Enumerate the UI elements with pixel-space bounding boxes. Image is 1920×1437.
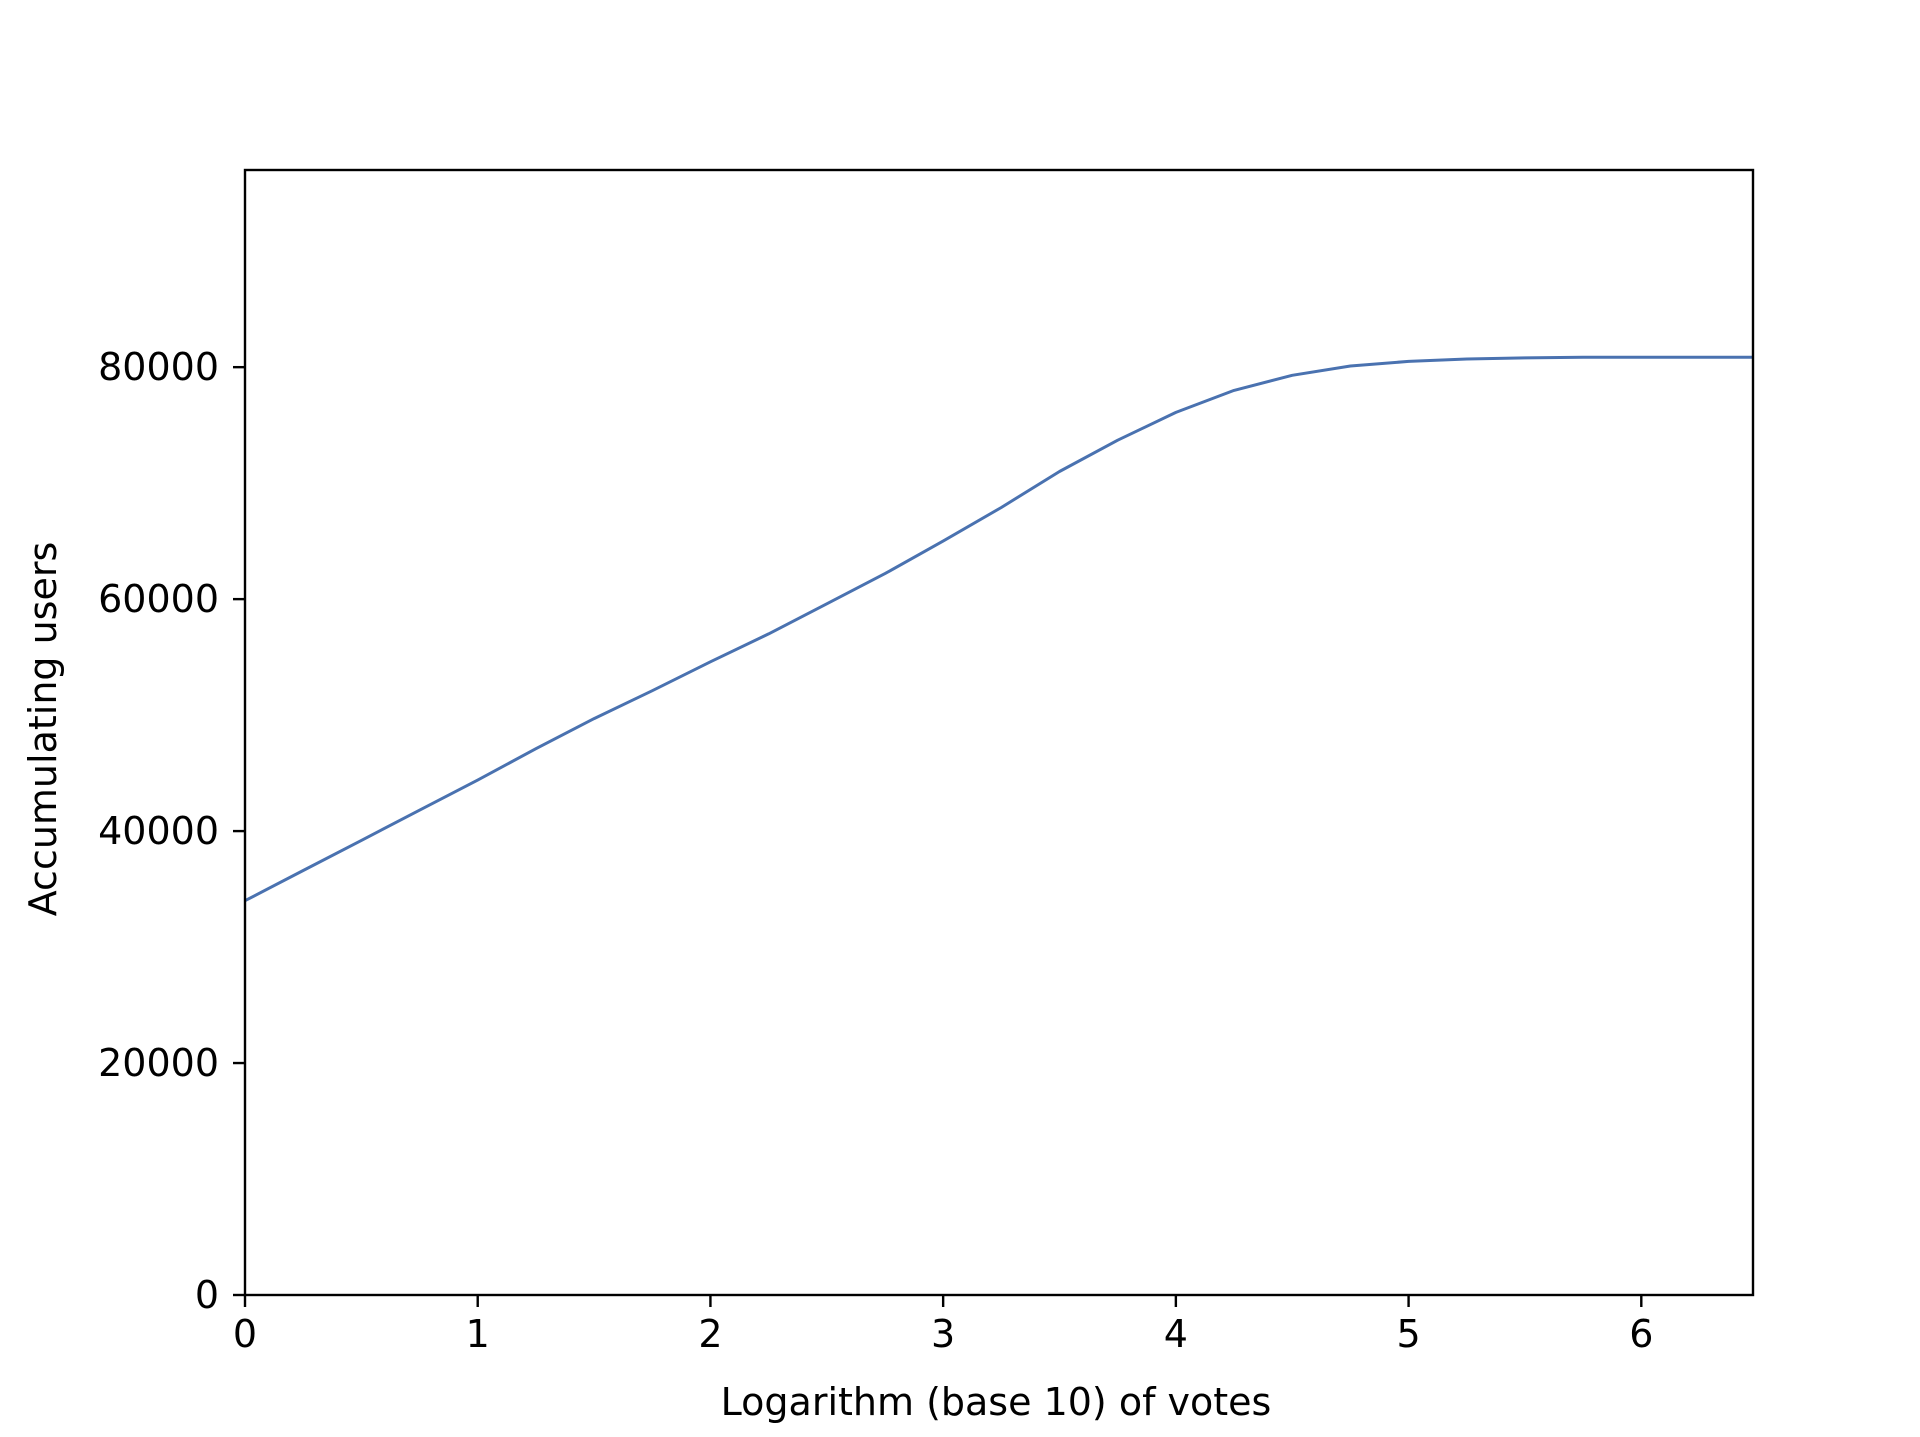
plot-area <box>243 168 1755 1297</box>
x-axis-label: Logarithm (base 10) of votes <box>721 1380 1272 1424</box>
x-tick-label: 6 <box>1629 1312 1653 1356</box>
y-tick-label: 40000 <box>98 809 219 853</box>
series-line-0 <box>244 355 1753 903</box>
y-tick-label: 0 <box>195 1273 219 1317</box>
x-tick-label: 5 <box>1396 1312 1420 1356</box>
y-tick-label: 20000 <box>98 1041 219 1085</box>
y-axis-label: Accumulating users <box>21 542 65 917</box>
y-tick-label: 60000 <box>98 577 219 621</box>
x-tick-label: 3 <box>931 1312 955 1356</box>
y-tick-label: 80000 <box>98 345 219 389</box>
x-axis: 0 1 2 3 4 5 6 <box>233 1295 1653 1356</box>
plot-frame <box>243 168 1755 1297</box>
y-axis: 0 20000 40000 60000 80000 <box>98 345 245 1317</box>
x-tick-label: 1 <box>466 1312 490 1356</box>
x-tick-label: 2 <box>698 1312 722 1356</box>
x-tick-label: 0 <box>233 1312 257 1356</box>
x-tick-label: 4 <box>1164 1312 1188 1356</box>
